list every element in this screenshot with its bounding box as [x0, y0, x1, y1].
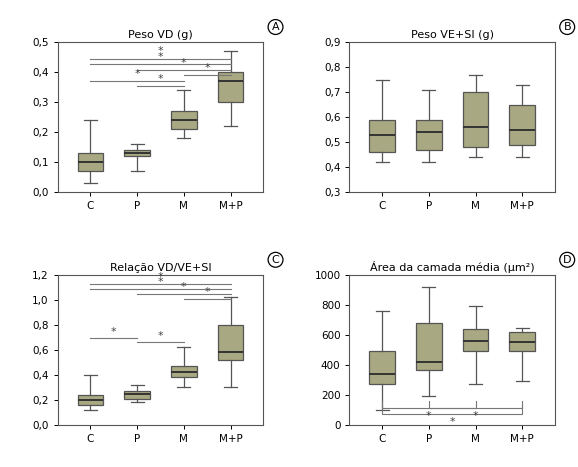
PathPatch shape — [218, 325, 243, 360]
Title: Relação VD/VE+SI: Relação VD/VE+SI — [110, 262, 212, 273]
Text: *: * — [449, 417, 455, 427]
PathPatch shape — [462, 92, 488, 147]
Text: B: B — [564, 22, 571, 32]
Text: *: * — [158, 74, 164, 85]
Text: *: * — [426, 411, 432, 421]
Text: *: * — [181, 57, 187, 68]
Text: *: * — [205, 287, 210, 297]
Title: Peso VD (g): Peso VD (g) — [128, 30, 193, 40]
PathPatch shape — [462, 329, 488, 351]
Title: Área da camada média (μm²): Área da camada média (μm²) — [370, 261, 535, 273]
Title: Peso VE+SI (g): Peso VE+SI (g) — [411, 30, 494, 40]
PathPatch shape — [124, 391, 150, 399]
Text: A: A — [272, 22, 279, 32]
PathPatch shape — [416, 120, 442, 149]
Text: *: * — [205, 63, 210, 73]
Text: *: * — [134, 69, 140, 79]
PathPatch shape — [509, 332, 535, 351]
Text: *: * — [181, 283, 187, 292]
PathPatch shape — [369, 351, 395, 384]
Text: *: * — [111, 327, 117, 337]
PathPatch shape — [369, 120, 395, 152]
Text: *: * — [158, 331, 164, 341]
Text: *: * — [158, 277, 164, 287]
PathPatch shape — [171, 366, 197, 377]
PathPatch shape — [218, 72, 243, 102]
Text: *: * — [473, 411, 479, 421]
PathPatch shape — [77, 395, 103, 405]
Text: D: D — [563, 255, 572, 265]
PathPatch shape — [509, 105, 535, 145]
PathPatch shape — [416, 323, 442, 370]
Text: *: * — [158, 46, 164, 57]
Text: C: C — [272, 255, 279, 265]
PathPatch shape — [124, 150, 150, 156]
PathPatch shape — [171, 111, 197, 129]
Text: *: * — [158, 272, 164, 283]
Text: *: * — [158, 52, 164, 62]
PathPatch shape — [77, 153, 103, 171]
